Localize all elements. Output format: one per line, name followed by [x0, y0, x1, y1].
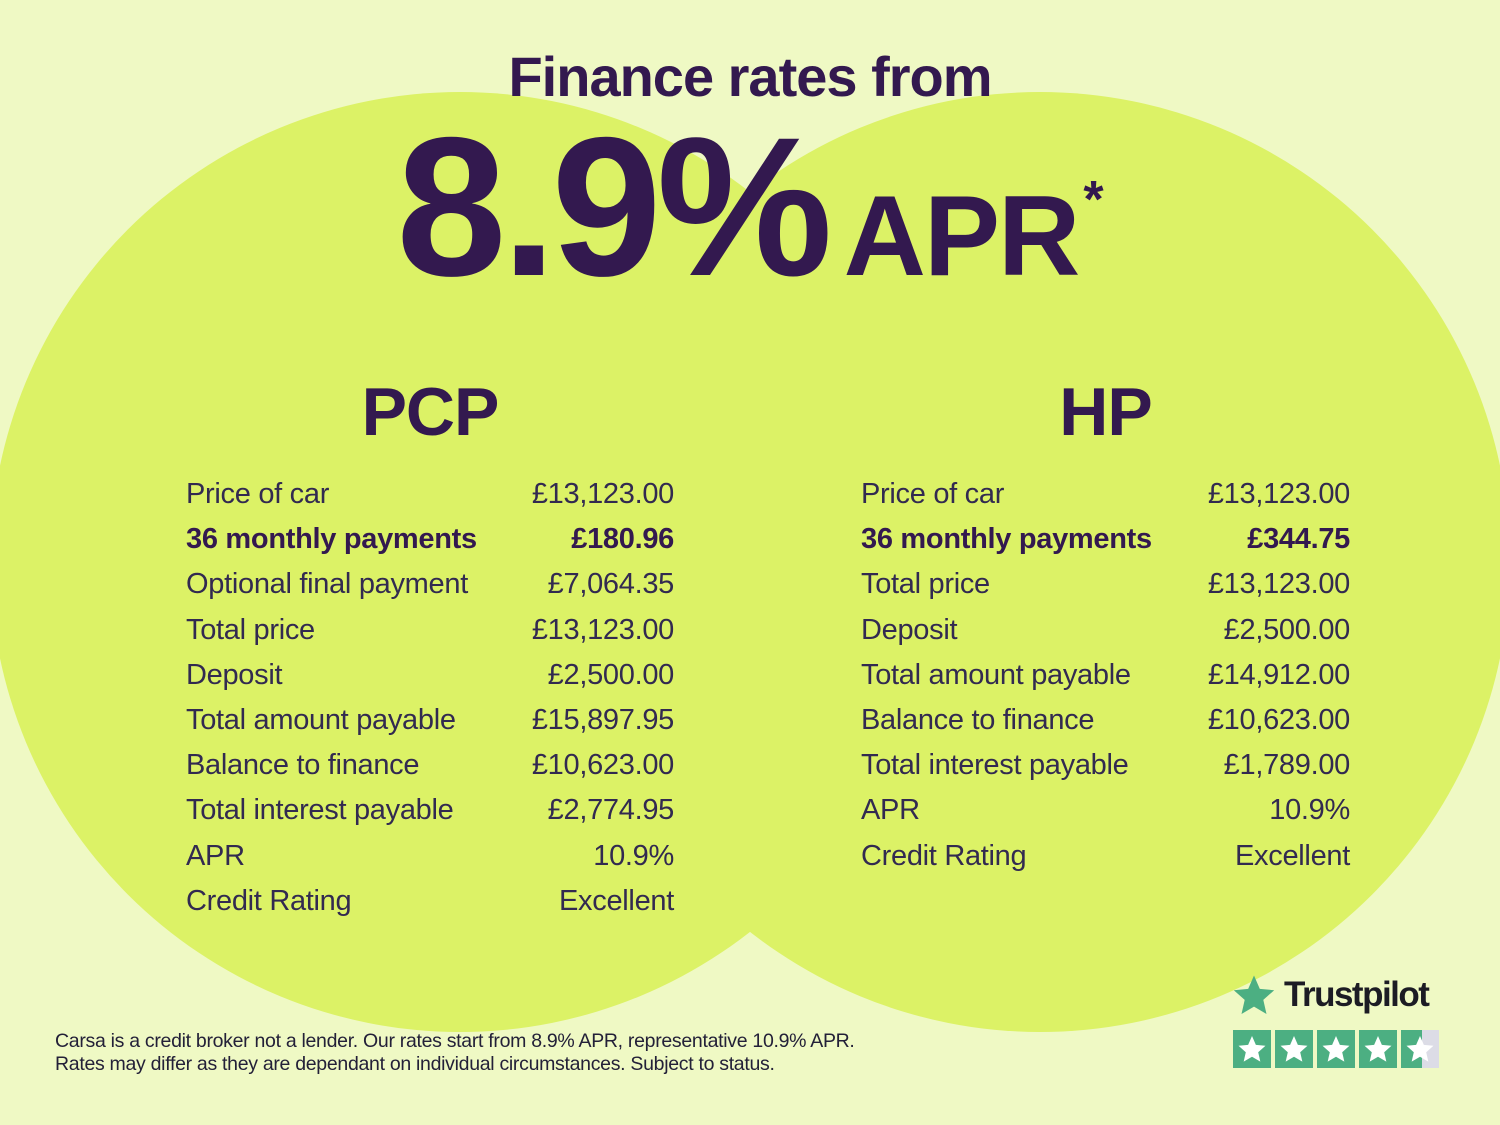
- row-label: Total interest payable: [186, 794, 454, 827]
- row-label: Total price: [186, 613, 315, 646]
- row-label: Price of car: [861, 478, 1005, 510]
- row-value: £13,123.00: [531, 613, 674, 646]
- rate-suffix-text: APR: [843, 173, 1081, 300]
- table-row: Total price £13,123.00: [186, 608, 674, 653]
- table-row: Total amount payable £15,897.95: [186, 698, 674, 743]
- row-label: Total amount payable: [186, 704, 456, 737]
- row-value: £13,123.00: [1207, 568, 1350, 601]
- trustpilot-star-box: [1275, 1030, 1313, 1068]
- row-value: £13,123.00: [531, 478, 674, 510]
- pcp-table: PCP Price of car £13,123.00 36 monthly p…: [186, 378, 674, 924]
- row-value: £10,623.00: [531, 749, 674, 782]
- row-label: Price of car: [186, 478, 330, 510]
- row-value: £2,774.95: [547, 794, 675, 827]
- trustpilot-rating: [1233, 1030, 1445, 1068]
- rate-value: 8.9%: [396, 96, 832, 317]
- table-row: APR 10.9%: [861, 788, 1350, 833]
- row-label: Optional final payment: [186, 568, 468, 601]
- row-label: Credit Rating: [861, 839, 1027, 872]
- table-row: Price of car £13,123.00: [186, 472, 674, 517]
- row-value: £1,789.00: [1223, 749, 1351, 782]
- disclaimer-line-2: Rates may differ as they are dependant o…: [55, 1053, 775, 1075]
- table-row: Total interest payable £2,774.95: [186, 788, 674, 833]
- row-value: 10.9%: [593, 839, 674, 872]
- row-value: £2,500.00: [1223, 613, 1351, 646]
- table-row: Deposit £2,500.00: [186, 653, 674, 698]
- trustpilot-star-box: [1317, 1030, 1355, 1068]
- row-value: £7,064.35: [547, 568, 675, 601]
- table-row: Balance to finance £10,623.00: [186, 743, 674, 788]
- trustpilot-star-box: [1233, 1030, 1271, 1068]
- rate-suffix: APR*: [844, 174, 1104, 294]
- table-row: Total price £13,123.00: [861, 562, 1350, 607]
- hp-table: HP Price of car £13,123.00 36 monthly pa…: [861, 378, 1350, 879]
- row-value: £14,912.00: [1207, 658, 1350, 691]
- trustpilot-widget: Trustpilot: [1233, 974, 1445, 1068]
- table-row: Price of car £13,123.00: [861, 472, 1350, 517]
- row-label: Total amount payable: [861, 658, 1131, 691]
- row-value: 10.9%: [1269, 794, 1350, 827]
- page-title: Finance rates from: [508, 45, 992, 108]
- row-value: £344.75: [1247, 523, 1350, 556]
- trustpilot-logo: Trustpilot: [1233, 974, 1445, 1016]
- row-value: £2,500.00: [547, 658, 675, 691]
- row-value: £180.96: [571, 523, 674, 556]
- trustpilot-star-box: [1359, 1030, 1397, 1068]
- row-value: £10,623.00: [1207, 704, 1350, 737]
- row-label: Credit Rating: [186, 884, 352, 917]
- hp-header: HP: [1059, 374, 1152, 450]
- background-circle-right: [570, 92, 1500, 1032]
- trustpilot-star-icon: [1233, 974, 1275, 1016]
- table-row: Balance to finance £10,623.00: [861, 698, 1350, 743]
- table-row: Total interest payable £1,789.00: [861, 743, 1350, 788]
- pcp-header: PCP: [361, 374, 500, 450]
- row-label: APR: [186, 839, 245, 872]
- row-label: APR: [861, 794, 920, 827]
- row-value: £13,123.00: [1207, 478, 1350, 510]
- footnote-asterisk: *: [1083, 171, 1104, 229]
- row-value: £15,897.95: [531, 704, 674, 737]
- headline-rate: 8.9% APR*: [0, 108, 1500, 306]
- disclaimer-line-1: Carsa is a credit broker not a lender. O…: [55, 1030, 855, 1052]
- table-row: Deposit £2,500.00: [861, 608, 1350, 653]
- row-label: 36 monthly payments: [861, 523, 1152, 556]
- table-row: Credit Rating Excellent: [861, 834, 1350, 879]
- table-row: APR 10.9%: [186, 834, 674, 879]
- row-value: Excellent: [1235, 839, 1350, 872]
- table-row: Total amount payable £14,912.00: [861, 653, 1350, 698]
- row-label: 36 monthly payments: [186, 523, 477, 556]
- row-label: Deposit: [186, 658, 283, 691]
- row-value: Excellent: [559, 884, 674, 917]
- table-row: Optional final payment £7,064.35: [186, 562, 674, 607]
- table-row: Credit Rating Excellent: [186, 879, 674, 924]
- legal-disclaimer: Carsa is a credit broker not a lender. O…: [55, 1030, 875, 1076]
- row-label: Total price: [861, 568, 990, 601]
- table-row: 36 monthly payments £180.96: [186, 517, 674, 562]
- row-label: Total interest payable: [861, 749, 1129, 782]
- row-label: Deposit: [861, 613, 958, 646]
- row-label: Balance to finance: [861, 704, 1095, 737]
- trustpilot-star-box-half: [1401, 1030, 1439, 1068]
- trustpilot-brand-text: Trustpilot: [1284, 975, 1430, 1014]
- table-row: 36 monthly payments £344.75: [861, 517, 1350, 562]
- row-label: Balance to finance: [186, 749, 420, 782]
